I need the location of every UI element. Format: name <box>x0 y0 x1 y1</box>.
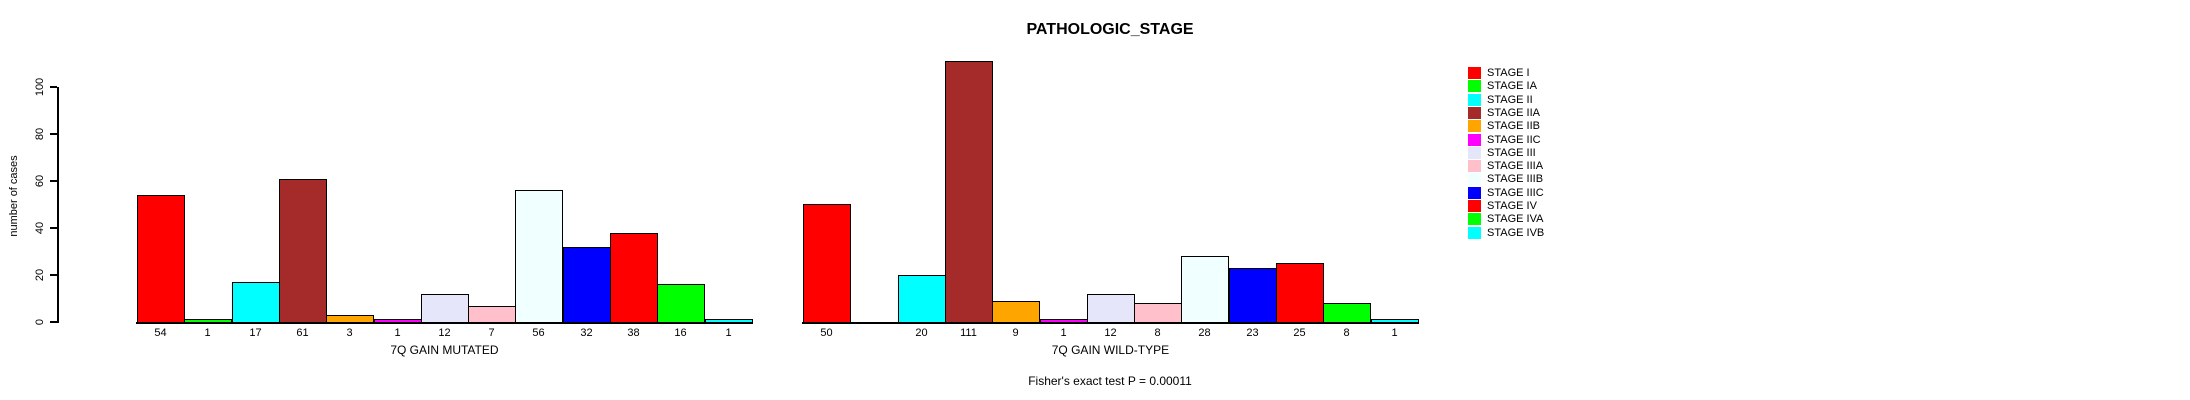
bar-value-label: 1 <box>725 327 732 339</box>
y-axis-tick-mark <box>50 321 57 323</box>
bar-stage-iiic <box>1229 268 1277 322</box>
legend-label: STAGE IVB <box>1487 226 1545 239</box>
bar-value-label: 20 <box>915 327 928 339</box>
y-axis-label: number of cases <box>8 155 20 237</box>
bar-value-label: 111 <box>960 327 977 339</box>
legend-swatch-icon <box>1468 146 1481 159</box>
y-axis-tick-label: 20 <box>34 268 46 282</box>
legend-swatch-icon <box>1468 106 1481 119</box>
bar-value-label: 56 <box>532 327 545 339</box>
bar-stage-iib <box>992 301 1040 322</box>
legend-label: STAGE II <box>1487 93 1533 106</box>
bar-value-label: 32 <box>580 327 593 339</box>
legend-swatch-icon <box>1468 93 1481 106</box>
x-axis-label-7q-gain-mutated: 7Q GAIN MUTATED <box>390 343 499 357</box>
bar-stage-iva <box>657 284 705 322</box>
y-axis-tick-mark <box>50 86 57 88</box>
bar-stage-i <box>803 204 851 322</box>
y-axis-tick-label: 100 <box>34 77 46 97</box>
bar-stage-iic <box>374 319 422 322</box>
bar-value-label: 54 <box>154 327 167 339</box>
legend-swatch-icon <box>1468 186 1481 199</box>
legend-swatch-icon <box>1468 200 1481 212</box>
bar-value-label: 61 <box>296 327 309 339</box>
y-axis-tick-label: 60 <box>34 174 46 188</box>
bar-value-label: 1 <box>394 327 401 339</box>
bar-stage-iiic <box>563 247 611 322</box>
bar-stage-iiib <box>515 190 563 322</box>
bar-value-label: 23 <box>1246 327 1259 339</box>
legend-label: STAGE IIIC <box>1487 186 1544 199</box>
bar-value-label: 28 <box>1198 327 1211 339</box>
y-axis-tick-label: 40 <box>34 221 46 235</box>
y-axis-tick-mark <box>50 133 57 135</box>
bar-value-label: 7 <box>488 327 495 339</box>
bar-stage-iia <box>945 61 993 322</box>
x-axis-baseline <box>136 322 753 324</box>
y-axis-tick-mark <box>50 227 57 229</box>
y-axis-tick-label: 0 <box>34 318 46 326</box>
bar-stage-iv <box>610 233 658 322</box>
legend-label: STAGE IIC <box>1487 133 1541 146</box>
legend-label: STAGE IIB <box>1487 120 1540 133</box>
y-axis-tick-mark <box>50 274 57 276</box>
bar-stage-ivb <box>1371 319 1419 322</box>
bar-stage-iiia <box>1134 303 1182 322</box>
bar-value-label: 25 <box>1293 327 1306 339</box>
bar-stage-iii <box>1087 294 1135 322</box>
legend-swatch-icon <box>1468 160 1481 173</box>
y-axis-line <box>57 87 59 323</box>
legend-label: STAGE IIA <box>1487 106 1540 119</box>
bar-stage-iii <box>421 294 469 322</box>
bar-value-label: 1 <box>1391 327 1398 339</box>
bar-stage-ivb <box>705 319 753 322</box>
legend-swatch-icon <box>1468 226 1481 239</box>
bar-stage-iic <box>1040 319 1088 322</box>
x-axis-baseline <box>802 322 1419 324</box>
bar-value-label: 9 <box>1012 327 1019 339</box>
bar-stage-iia <box>279 179 327 322</box>
legend-label: STAGE III <box>1487 146 1536 159</box>
bar-value-label: 12 <box>438 327 451 339</box>
bar-value-label: 16 <box>674 327 687 339</box>
fisher-test-note: Fisher's exact test P = 0.00011 <box>1028 374 1192 388</box>
bar-value-label: 38 <box>627 327 640 339</box>
chart-title: PATHOLOGIC_STAGE <box>1026 21 1194 38</box>
y-axis-tick-label: 80 <box>34 127 46 141</box>
bar-value-label: 8 <box>1154 327 1161 339</box>
bar-value-label: 1 <box>204 327 211 339</box>
bar-stage-i <box>137 195 185 322</box>
bar-stage-iv <box>1276 263 1324 322</box>
legend-label: STAGE IIIB <box>1487 173 1544 186</box>
bar-stage-iva <box>1323 303 1371 322</box>
bar-value-label: 50 <box>820 327 833 339</box>
bar-value-label: 1 <box>1060 327 1067 339</box>
legend-swatch-icon <box>1468 133 1481 146</box>
legend-label: STAGE IA <box>1487 80 1537 93</box>
bar-value-label: 17 <box>249 327 262 339</box>
y-axis-tick-mark <box>50 180 57 182</box>
bar-stage-iiib <box>1181 256 1229 322</box>
bar-stage-iib <box>326 315 374 322</box>
legend-swatch-icon <box>1468 67 1481 79</box>
legend-swatch-icon <box>1468 173 1481 186</box>
legend-swatch-icon <box>1468 120 1481 133</box>
legend-swatch-icon <box>1468 80 1481 93</box>
legend-swatch-icon <box>1468 213 1481 226</box>
legend-label: STAGE I <box>1487 67 1530 79</box>
legend-label: STAGE IVA <box>1487 213 1544 226</box>
bar-value-label: 12 <box>1104 327 1117 339</box>
legend-label: STAGE IIIA <box>1487 160 1544 173</box>
x-axis-label-7q-gain-wild-type: 7Q GAIN WILD-TYPE <box>1051 343 1170 357</box>
legend-label: STAGE IV <box>1487 200 1537 212</box>
bar-stage-ii <box>898 275 946 322</box>
bar-value-label: 8 <box>1343 327 1350 339</box>
bar-value-label: 3 <box>346 327 353 339</box>
bar-stage-ia <box>184 319 232 322</box>
bar-stage-iiia <box>468 306 516 322</box>
bar-stage-ii <box>232 282 280 322</box>
